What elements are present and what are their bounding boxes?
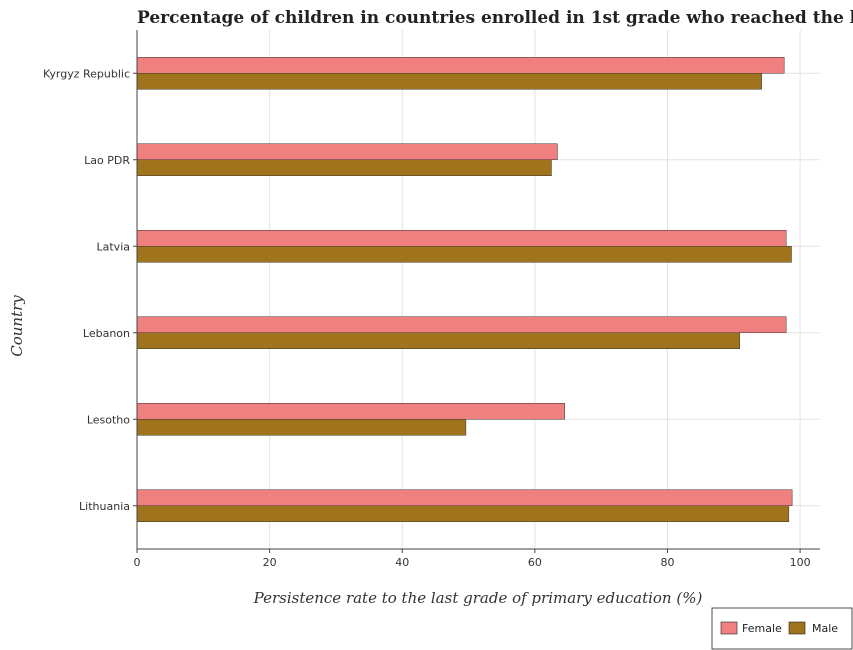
- legend-label-male: Male: [812, 622, 838, 635]
- y-tick-label: Latvia: [97, 240, 131, 253]
- y-tick-label: Lao PDR: [84, 154, 130, 167]
- bar-female: [136, 57, 785, 74]
- bar-female: [136, 316, 787, 333]
- legend-swatch-female: [720, 621, 738, 635]
- bar-male: [136, 73, 762, 90]
- chart-title: Percentage of children in countries enro…: [137, 8, 853, 28]
- legend-swatch-male: [788, 621, 806, 635]
- y-tick-label: Lithuania: [79, 500, 130, 513]
- y-tick-label: Lesotho: [87, 413, 130, 426]
- legend: Female Male: [711, 607, 853, 650]
- bar-female: [136, 489, 793, 506]
- legend-label-female: Female: [742, 622, 782, 635]
- bar-female: [136, 403, 565, 420]
- x-tick-label: 100: [790, 556, 811, 569]
- bar-female: [136, 143, 558, 160]
- x-axis-title: Persistence rate to the last grade of pr…: [253, 589, 703, 607]
- bar-male: [136, 505, 790, 522]
- bar-male: [136, 246, 792, 263]
- x-tick-label: 20: [263, 556, 277, 569]
- x-tick-label: 80: [660, 556, 674, 569]
- y-tick-label: Lebanon: [83, 327, 130, 340]
- x-tick-label: 60: [528, 556, 542, 569]
- y-tick-label: Kyrgyz Republic: [43, 67, 130, 80]
- x-tick-label: 40: [395, 556, 409, 569]
- plot-area: 0 20 40 60 80 100 Kyrgyz Republic Lao PDR Latvia…: [43, 30, 820, 569]
- bar-female: [136, 230, 787, 247]
- bar-male: [136, 332, 741, 349]
- x-tick-label: 0: [134, 556, 141, 569]
- bar-male: [136, 419, 467, 436]
- y-axis-title: Country: [8, 295, 26, 357]
- bar-male: [136, 159, 552, 176]
